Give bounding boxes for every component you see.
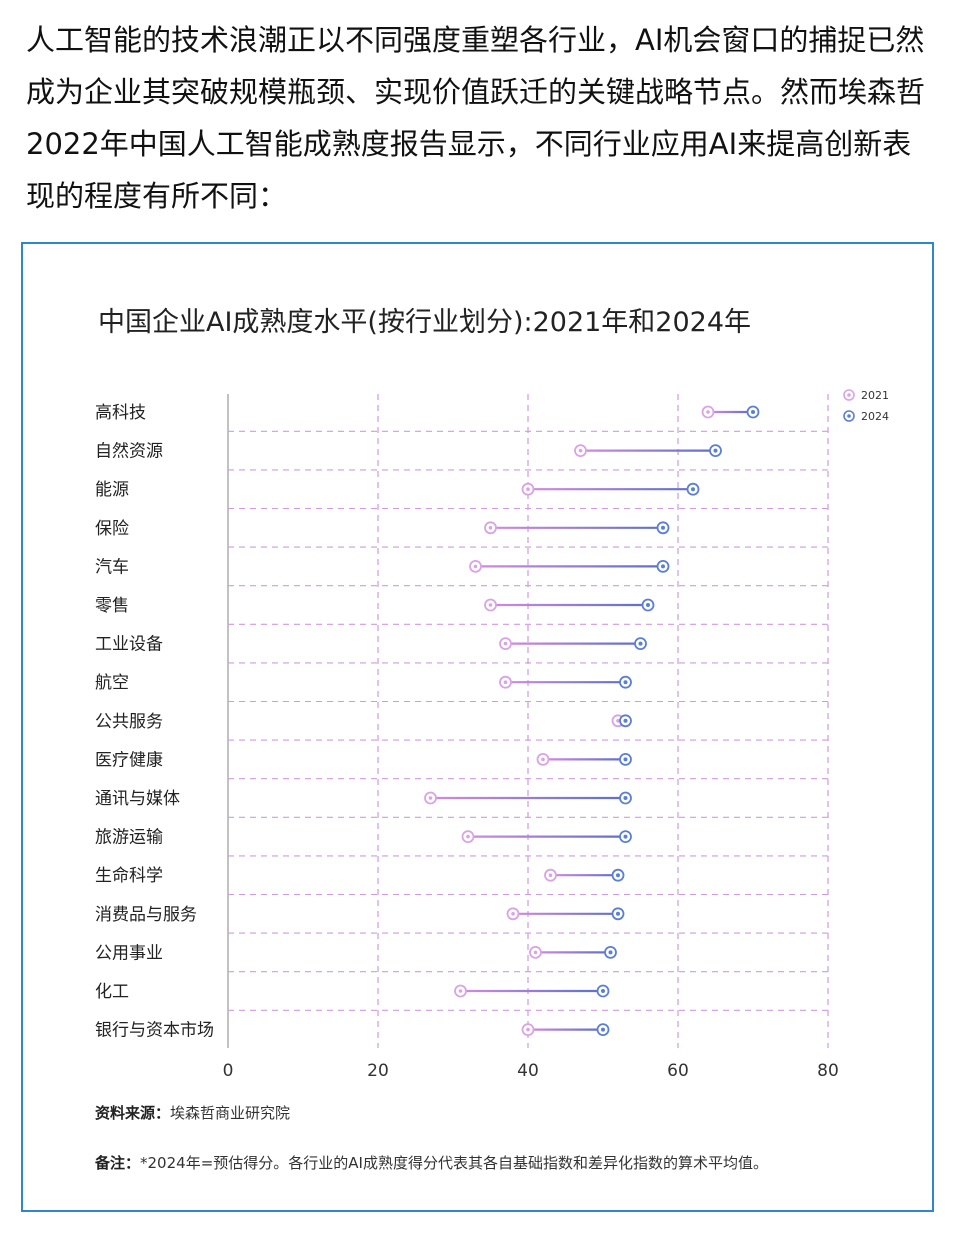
category-label: 银行与资本市场 [95, 1021, 214, 1041]
point-2021-dot [578, 448, 583, 453]
point-2021-dot [488, 526, 493, 530]
category-label: 高科技 [95, 403, 146, 423]
category-label: 能源 [95, 480, 129, 500]
category-label: 生命科学 [95, 866, 163, 886]
point-2024-dot [661, 525, 665, 530]
point-2021-dot [458, 989, 463, 993]
point-2024-dot [616, 873, 620, 878]
category-label: 航空 [95, 673, 129, 693]
x-tick-label: 20 [367, 1061, 389, 1081]
chart-title: 中国企业AI成熟度水平(按行业划分):2021年和2024年 [98, 307, 752, 338]
point-2024-dot [623, 680, 628, 685]
dumbbell-chart: 0 20 40 60 80 高科技自然资源能源保险汽车零售工业设备航空公共服务医疗健康通讯… [95, 389, 889, 1081]
point-2024-dot [623, 718, 628, 723]
category-label: 医疗健康 [95, 750, 163, 770]
legend-label-2021: 2021 [861, 389, 889, 402]
point-2024-dot [661, 564, 665, 569]
point-2024-dot [616, 911, 620, 916]
point-2024-dot [646, 603, 650, 607]
category-label: 自然资源 [95, 442, 163, 462]
point-2021-dot [428, 796, 433, 800]
category-label: 旅游运输 [95, 828, 163, 848]
category-label: 工业设备 [95, 635, 163, 655]
chart-source: 资料来源：埃森哲商业研究院 [95, 1102, 290, 1123]
note-label: 备注： [95, 1154, 141, 1172]
point-2024-dot [691, 487, 695, 492]
x-tick-label: 40 [517, 1061, 539, 1081]
category-label: 汽车 [95, 557, 129, 577]
point-2021-dot [526, 487, 530, 491]
point-2021-dot [541, 757, 545, 762]
x-tick-label: 80 [817, 1061, 839, 1081]
point-2021-dot [526, 1027, 530, 1032]
x-tick-label: 60 [667, 1061, 689, 1081]
point-2021-dot [488, 603, 493, 607]
legend-marker-dot-2024 [847, 414, 851, 418]
category-label: 零售 [95, 596, 129, 616]
point-2021-dot [503, 680, 508, 684]
category-label: 消费品与服务 [95, 905, 197, 925]
point-2021-dot [511, 912, 515, 916]
point-2024-dot [623, 834, 628, 839]
point-2024-dot [608, 950, 613, 955]
point-2024-dot [601, 1027, 605, 1032]
category-label: 通讯与媒体 [95, 789, 180, 809]
point-2021-dot [473, 564, 478, 569]
legend-label-2024: 2024 [861, 410, 889, 423]
source-label: 资料来源： [95, 1104, 171, 1122]
category-label: 化工 [95, 982, 129, 1002]
point-2024-dot [713, 448, 718, 453]
x-tick-label: 0 [223, 1061, 234, 1081]
category-label: 公共服务 [95, 712, 163, 732]
note-text: *2024年=预估得分。各行业的AI成熟度得分代表其各自基础指数和差异化指数的算… [140, 1154, 768, 1172]
point-2021-dot [533, 950, 538, 955]
point-2021-dot [503, 641, 508, 646]
point-2024-dot [623, 757, 628, 762]
category-label: 保险 [95, 519, 129, 539]
intro-paragraph: 人工智能的技术浪潮正以不同强度重塑各行业，AI机会窗口的捕捉已然成为企业其突破规… [26, 23, 926, 213]
point-2021-dot [466, 834, 470, 839]
chart-card: 中国企业AI成熟度水平(按行业划分):2021年和2024年 0 20 40 60 80… [21, 242, 934, 1212]
source-text: 埃森哲商业研究院 [170, 1104, 291, 1122]
point-2024-dot [638, 641, 643, 646]
point-2024-dot [751, 410, 755, 414]
chart-note: 备注：*2024年=预估得分。各行业的AI成熟度得分代表其各自基础指数和差异化指… [95, 1152, 768, 1173]
point-2024-dot [601, 989, 605, 993]
point-2024-dot [623, 796, 628, 800]
point-2021-dot [616, 719, 620, 723]
point-2021-dot [706, 410, 710, 414]
legend-marker-dot-2021 [847, 393, 851, 397]
point-2021-dot [548, 873, 553, 877]
category-label: 公用事业 [95, 943, 163, 963]
